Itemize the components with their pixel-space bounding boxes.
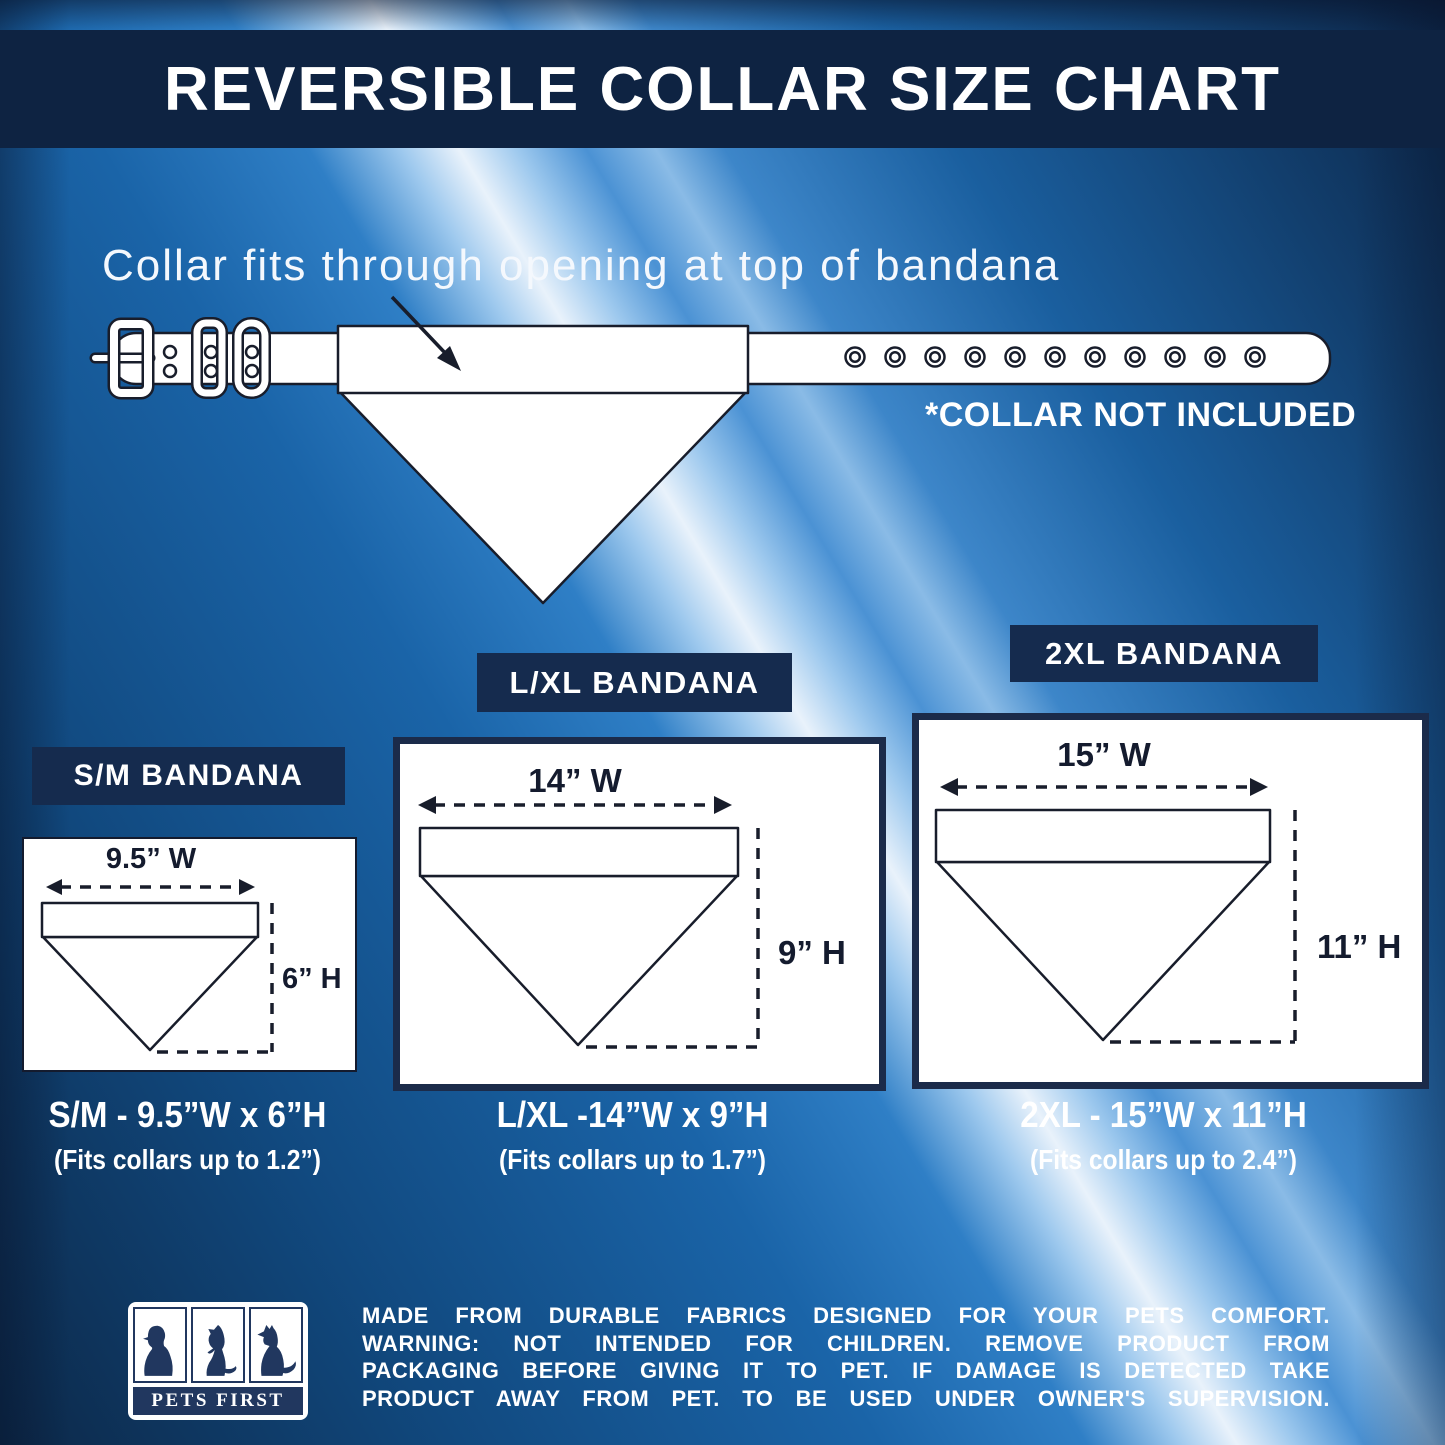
- sm-width-label: 9.5” W: [105, 843, 197, 875]
- disclaimer-line: MADE FROM DURABLE FABRICS DESIGNED FOR Y…: [362, 1303, 1330, 1328]
- size-panel-sm: 9.5” W 6” H: [22, 837, 357, 1072]
- 2xl-caption: 2XL - 15”W x 11”H: [1020, 1094, 1307, 1135]
- sm-diagram: [40, 879, 274, 1054]
- logo-dog-tiles: [133, 1307, 303, 1383]
- 2xl-height-label: 11” H: [1317, 928, 1402, 965]
- header-band: REVERSIBLE COLLAR SIZE CHART: [0, 30, 1445, 148]
- disclaimer-text: MADE FROM DURABLE FABRICS DESIGNED FOR Y…: [362, 1302, 1330, 1412]
- bandana-wrap-opening: [336, 324, 750, 395]
- brand-name: PETS FIRST: [133, 1387, 303, 1415]
- collar-caption: Collar fits through opening at top of ba…: [102, 241, 1061, 290]
- buckle: [89, 317, 271, 400]
- bandana-triangle: [338, 390, 748, 605]
- lxl-height-label: 9” H: [778, 934, 846, 971]
- sm-fits-note: (Fits collars up to 1.2”): [54, 1144, 321, 1175]
- buckle-holes: [162, 344, 260, 379]
- dog-tile: [133, 1307, 187, 1383]
- sm-height-label: 6” H: [282, 963, 342, 995]
- lxl-diagram: [418, 796, 760, 1049]
- page-title: REVERSIBLE COLLAR SIZE CHART: [164, 54, 1281, 124]
- pointer-arrow: [390, 295, 461, 371]
- 2xl-fits-note: (Fits collars up to 2.4”): [1030, 1144, 1297, 1175]
- 2xl-width-label: 15” W: [1057, 736, 1151, 773]
- pets-first-logo: PETS FIRST: [128, 1302, 308, 1420]
- size-panel-lxl: 14” W 9” H: [393, 737, 886, 1091]
- dog-tile: [249, 1307, 303, 1383]
- disclaimer-line: PRODUCT AWAY FROM PET. TO BE USED UNDER …: [362, 1385, 1330, 1411]
- disclaimer-line: WARNING: NOT INTENDED FOR CHILDREN. REMO…: [362, 1330, 1330, 1356]
- lxl-fits-note: (Fits collars up to 1.7”): [499, 1144, 766, 1175]
- disclaimer-line: PACKAGING BEFORE GIVING IT TO PET. IF DA…: [362, 1358, 1330, 1383]
- size-panel-2xl: 15” W 11” H: [912, 713, 1429, 1089]
- lxl-width-label: 14” W: [528, 762, 622, 799]
- dog-tile: [191, 1307, 245, 1383]
- collar-bandana-illustration: [89, 295, 1332, 605]
- size-label-2xl: 2XL BANDANA: [1010, 625, 1318, 682]
- size-label-lxl: L/XL BANDANA: [477, 653, 792, 712]
- 2xl-diagram: [934, 778, 1297, 1044]
- size-label-sm: S/M BANDANA: [32, 747, 345, 805]
- lxl-caption: L/XL -14”W x 9”H: [496, 1094, 769, 1135]
- sitting-dog-icon: [143, 1325, 173, 1376]
- begging-dog-icon: [206, 1324, 237, 1376]
- sm-caption: S/M - 9.5”W x 6”H: [48, 1094, 327, 1135]
- collar-grommets: [844, 346, 1266, 368]
- shepherd-dog-icon: [257, 1324, 296, 1376]
- collar-not-included-note: *COLLAR NOT INCLUDED: [925, 396, 1357, 434]
